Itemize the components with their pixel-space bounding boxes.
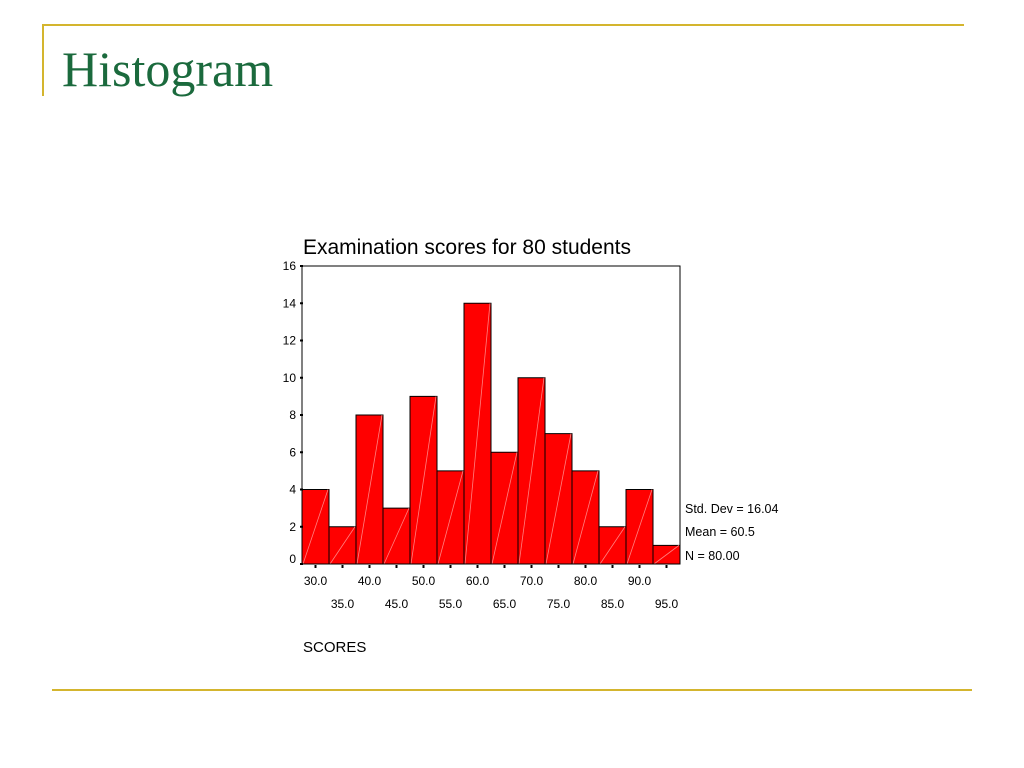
- bar-diagonal-70.0: [518, 377, 545, 565]
- x-tick-label-85.0: 85.0: [601, 597, 625, 611]
- x-axis: 30.035.040.045.050.055.060.065.070.075.0…: [304, 565, 679, 611]
- plot-frame: [301, 265, 681, 565]
- bar-diagonal-90.0: [626, 489, 653, 565]
- stats-n: N = 80.00: [685, 549, 740, 563]
- x-tick-50.0: [422, 565, 425, 568]
- x-tick-55.0: [449, 565, 452, 568]
- x-tick-45.0: [395, 565, 398, 568]
- bar-diagonal-55.0: [437, 470, 464, 565]
- bar-diagonal-50.0: [410, 396, 437, 565]
- y-tick-label-12: 12: [283, 334, 297, 348]
- x-tick-label-80.0: 80.0: [574, 574, 598, 588]
- bar-diagonal-95.0: [653, 545, 680, 565]
- x-tick-70.0: [530, 565, 533, 568]
- x-tick-30.0: [314, 565, 317, 568]
- y-tick-label-4: 4: [289, 483, 296, 497]
- stats-mean: Mean = 60.5: [685, 525, 755, 539]
- y-axis: 0 2 4 6 8 10 12 14 16: [283, 259, 303, 566]
- y-tick-label-14: 14: [283, 296, 297, 310]
- bar-diagonal-35.0: [329, 526, 356, 565]
- x-tick-label-90.0: 90.0: [628, 574, 652, 588]
- bar-diagonal-30.0: [302, 489, 329, 565]
- bar-diagonal-75.0: [545, 433, 572, 565]
- x-tick-95.0: [665, 565, 668, 568]
- y-tick-label-6: 6: [289, 445, 296, 459]
- x-axis-label: SCORES: [303, 639, 366, 656]
- slide-title: Histogram: [62, 41, 274, 97]
- frame-top-rule: [42, 24, 964, 26]
- x-tick-label-55.0: 55.0: [439, 597, 463, 611]
- bar-diagonal-40.0: [356, 414, 383, 565]
- x-tick-40.0: [368, 565, 371, 568]
- frame-left-rule: [42, 24, 44, 96]
- x-tick-35.0: [341, 565, 344, 568]
- x-tick-65.0: [503, 565, 506, 568]
- x-tick-90.0: [638, 565, 641, 568]
- y-tick-label-2: 2: [289, 520, 296, 534]
- stats-std-dev: Std. Dev = 16.04: [685, 502, 779, 516]
- x-tick-85.0: [611, 565, 614, 568]
- x-tick-label-35.0: 35.0: [331, 597, 355, 611]
- x-tick-label-95.0: 95.0: [655, 597, 679, 611]
- bar-diagonal-60.0: [464, 303, 491, 565]
- x-tick-label-75.0: 75.0: [547, 597, 571, 611]
- x-tick-label-50.0: 50.0: [412, 574, 436, 588]
- x-tick-75.0: [557, 565, 560, 568]
- frame-bottom-rule: [52, 689, 972, 691]
- x-tick-label-40.0: 40.0: [358, 574, 382, 588]
- bar-diagonal-65.0: [491, 452, 518, 565]
- y-tick-label-0: 0: [289, 552, 296, 566]
- chart-title: Examination scores for 80 students: [303, 236, 631, 259]
- y-tick-label-10: 10: [283, 371, 297, 385]
- y-tick-label-8: 8: [289, 408, 296, 422]
- bar-diagonal-80.0: [572, 470, 599, 565]
- bar-diagonal-85.0: [599, 526, 626, 565]
- x-tick-label-45.0: 45.0: [385, 597, 409, 611]
- x-tick-label-30.0: 30.0: [304, 574, 328, 588]
- x-tick-60.0: [476, 565, 479, 568]
- x-tick-label-70.0: 70.0: [520, 574, 544, 588]
- y-tick-label-16: 16: [283, 259, 297, 273]
- bar-diagonal-45.0: [383, 507, 410, 565]
- x-tick-label-65.0: 65.0: [493, 597, 517, 611]
- x-tick-label-60.0: 60.0: [466, 574, 490, 588]
- x-tick-80.0: [584, 565, 587, 568]
- bars-group: [301, 302, 681, 565]
